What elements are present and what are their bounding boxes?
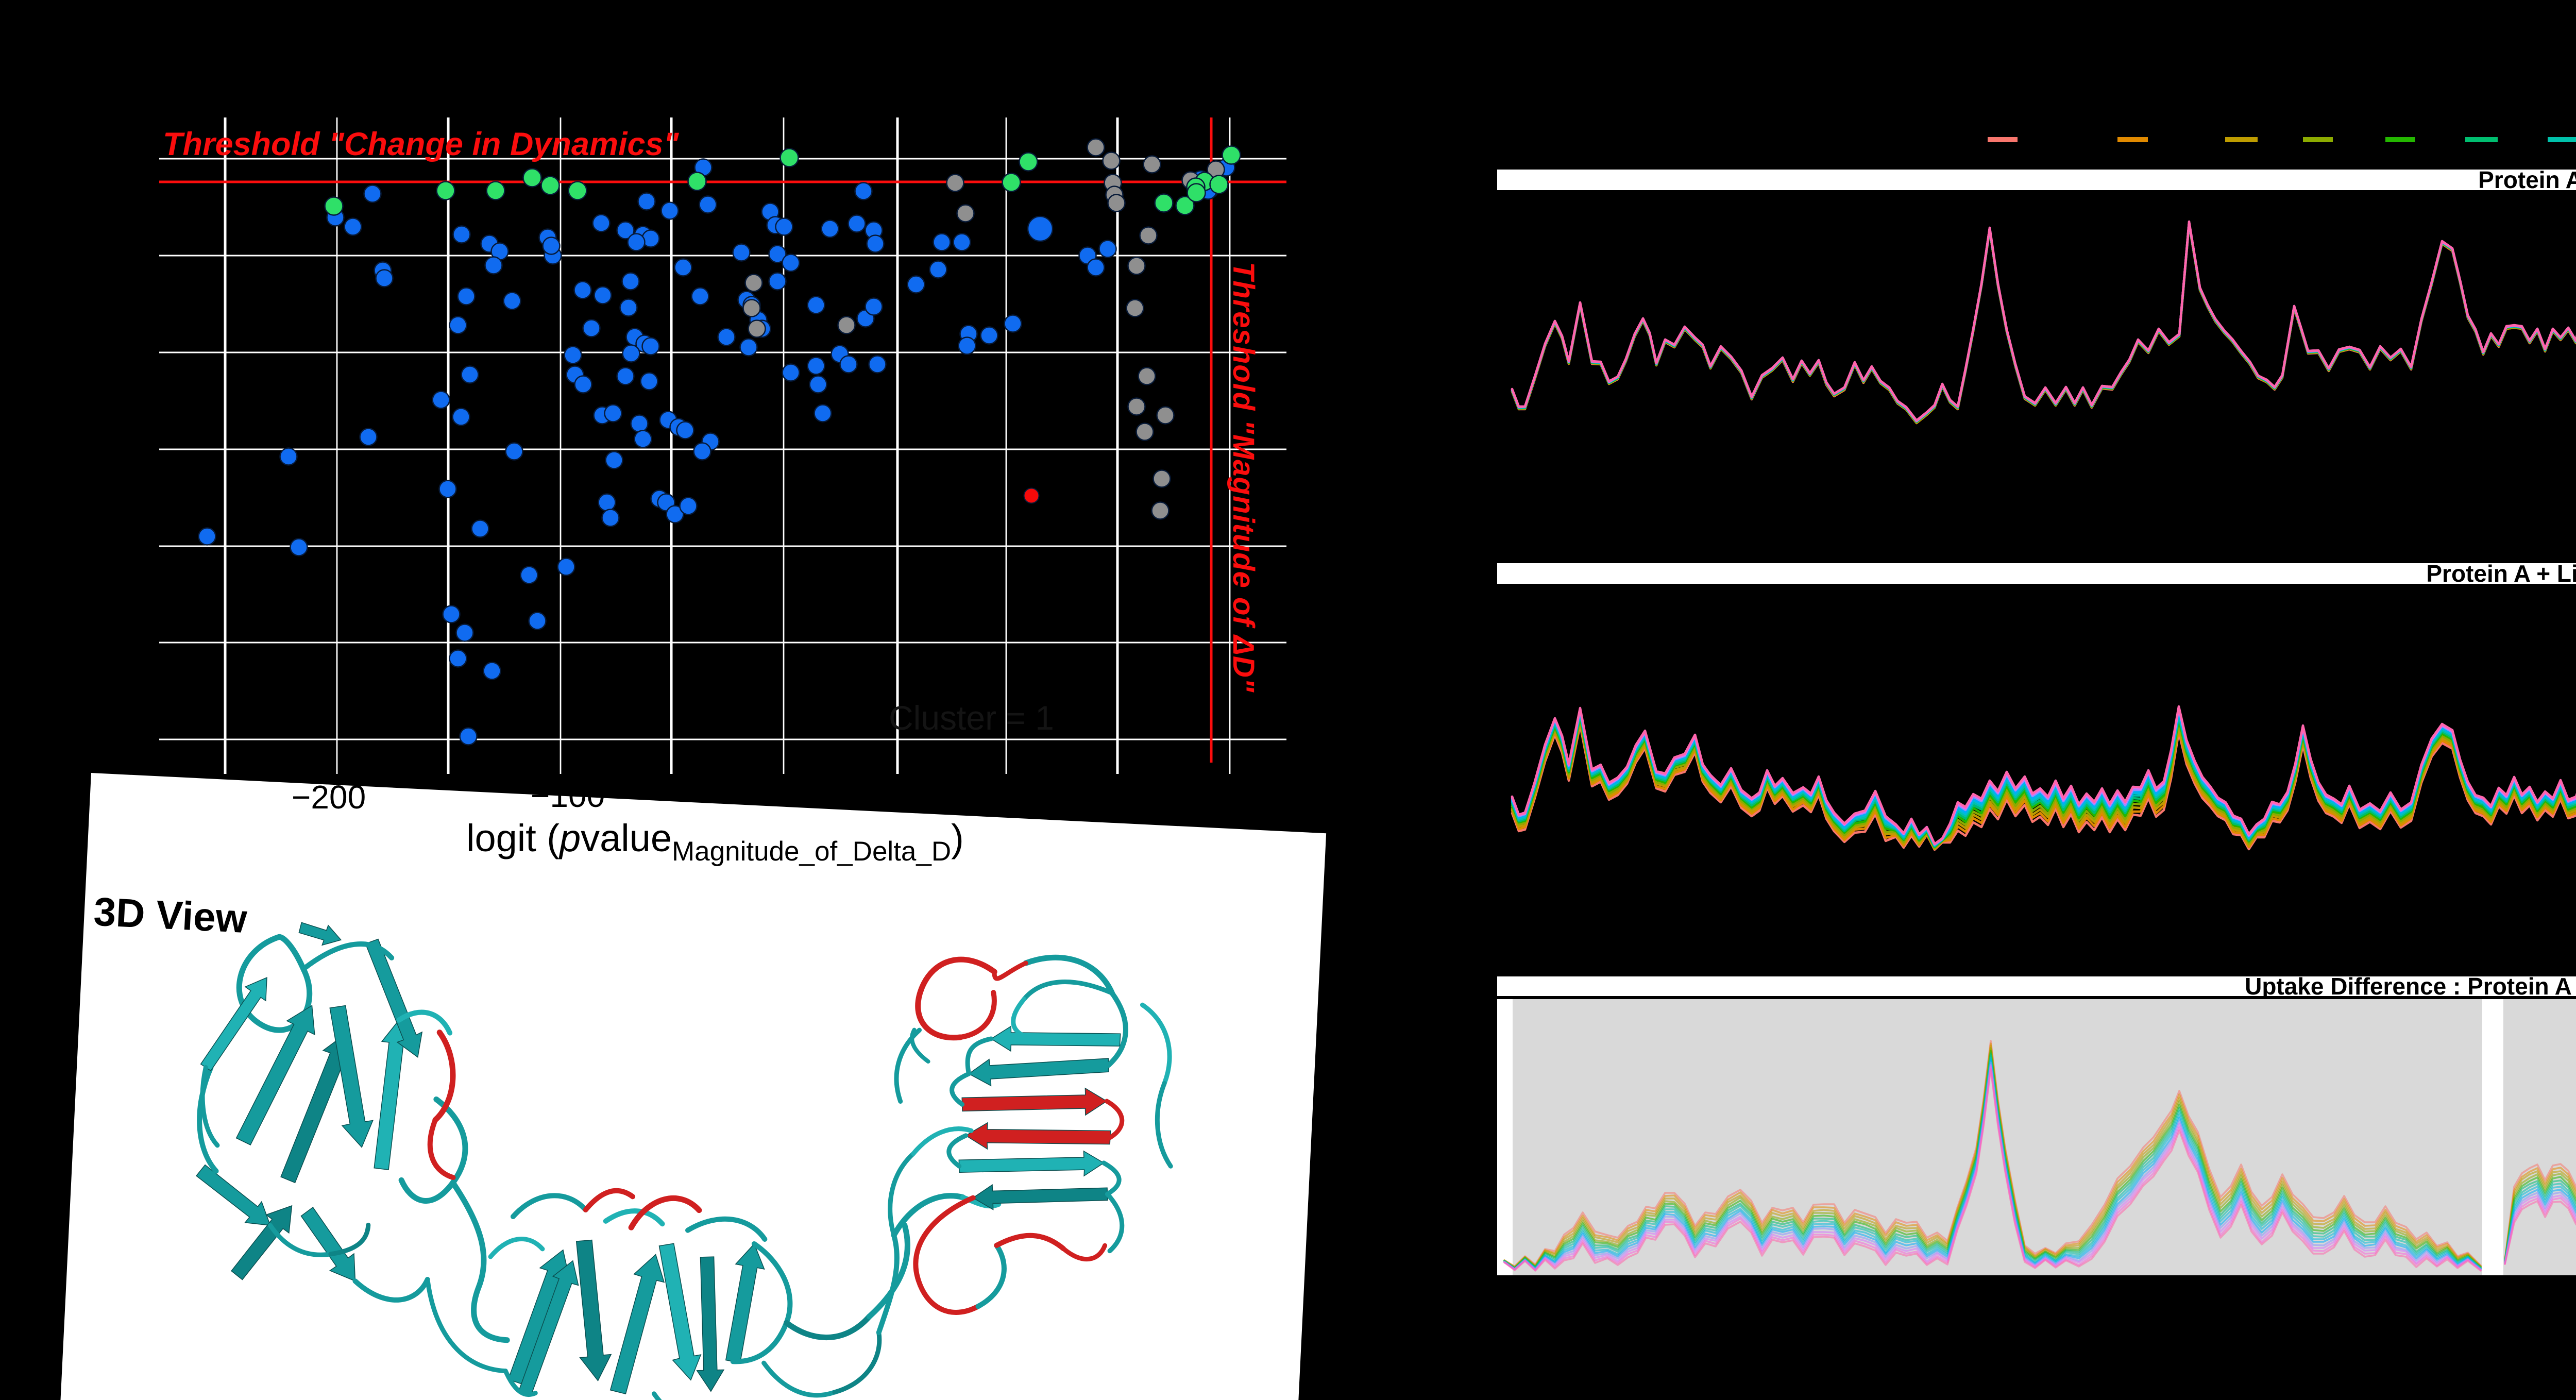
svg-text:Uptake Difference : Protein A: Uptake Difference : Protein A - (Protein… <box>2245 973 2576 1000</box>
svg-text:−100: −100 <box>531 777 605 814</box>
svg-text:3D View: 3D View <box>93 889 248 941</box>
svg-text:−200: −200 <box>292 779 366 816</box>
svg-text:Cluster = 1: Cluster = 1 <box>889 699 1054 737</box>
svg-text:Threshold "Magnitude of ΔD": Threshold "Magnitude of ΔD" <box>1227 262 1260 693</box>
svg-text:Protein A + Ligand: Protein A + Ligand <box>2426 560 2576 587</box>
svg-text:Threshold "Change in Dynamics": Threshold "Change in Dynamics" <box>163 126 680 162</box>
svg-text:Protein A: Protein A <box>2478 166 2576 193</box>
